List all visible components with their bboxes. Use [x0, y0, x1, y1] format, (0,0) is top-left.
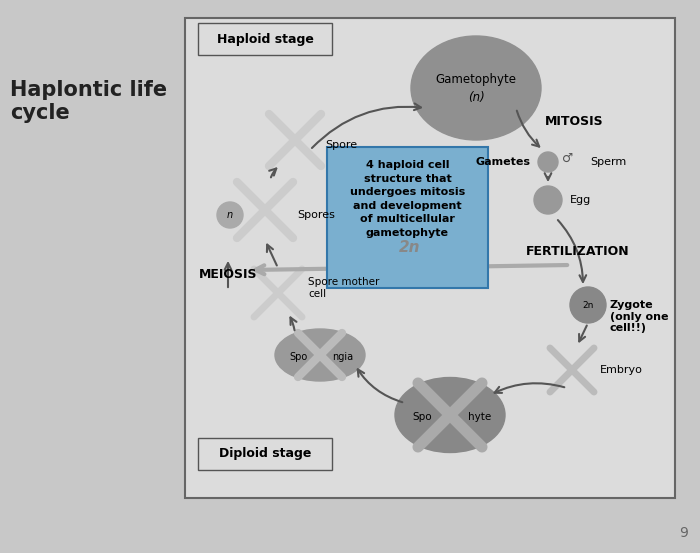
Text: Embryo: Embryo — [600, 365, 643, 375]
Text: Sperm: Sperm — [590, 157, 626, 167]
Text: Gametes: Gametes — [475, 157, 530, 167]
FancyBboxPatch shape — [327, 147, 488, 288]
Ellipse shape — [411, 36, 541, 140]
Text: Spores: Spores — [297, 210, 335, 220]
Text: Diploid stage: Diploid stage — [219, 447, 312, 461]
Text: Gametophyte: Gametophyte — [435, 74, 517, 86]
Circle shape — [570, 287, 606, 323]
Text: MITOSIS: MITOSIS — [545, 115, 603, 128]
Text: 2n: 2n — [582, 300, 594, 310]
Text: Spo: Spo — [412, 412, 432, 422]
Text: Spore: Spore — [325, 140, 357, 150]
Text: hyte: hyte — [468, 412, 491, 422]
FancyBboxPatch shape — [198, 438, 332, 470]
Text: Haploid stage: Haploid stage — [216, 33, 314, 45]
Text: ngia: ngia — [332, 352, 353, 362]
Text: Zygote
(only one
cell!!): Zygote (only one cell!!) — [610, 300, 668, 333]
Text: n: n — [227, 210, 233, 220]
Text: Egg: Egg — [570, 195, 592, 205]
Text: Spore mother
cell: Spore mother cell — [308, 277, 379, 299]
FancyBboxPatch shape — [198, 23, 332, 55]
Text: 4 haploid cell
structure that
undergoes mitosis
and development
of multicellular: 4 haploid cell structure that undergoes … — [350, 160, 465, 238]
Ellipse shape — [275, 329, 365, 381]
Circle shape — [534, 186, 562, 214]
Text: ♂: ♂ — [562, 152, 573, 164]
Text: (n): (n) — [468, 91, 484, 105]
Ellipse shape — [395, 378, 505, 452]
Text: 2n: 2n — [399, 240, 421, 255]
Text: Haplontic life
cycle: Haplontic life cycle — [10, 80, 167, 123]
Text: FERTILIZATION: FERTILIZATION — [526, 245, 630, 258]
FancyBboxPatch shape — [185, 18, 675, 498]
Text: MEIOSIS: MEIOSIS — [199, 268, 258, 281]
Text: Spo: Spo — [290, 352, 308, 362]
Text: 9: 9 — [679, 526, 688, 540]
Circle shape — [538, 152, 558, 172]
Circle shape — [217, 202, 243, 228]
